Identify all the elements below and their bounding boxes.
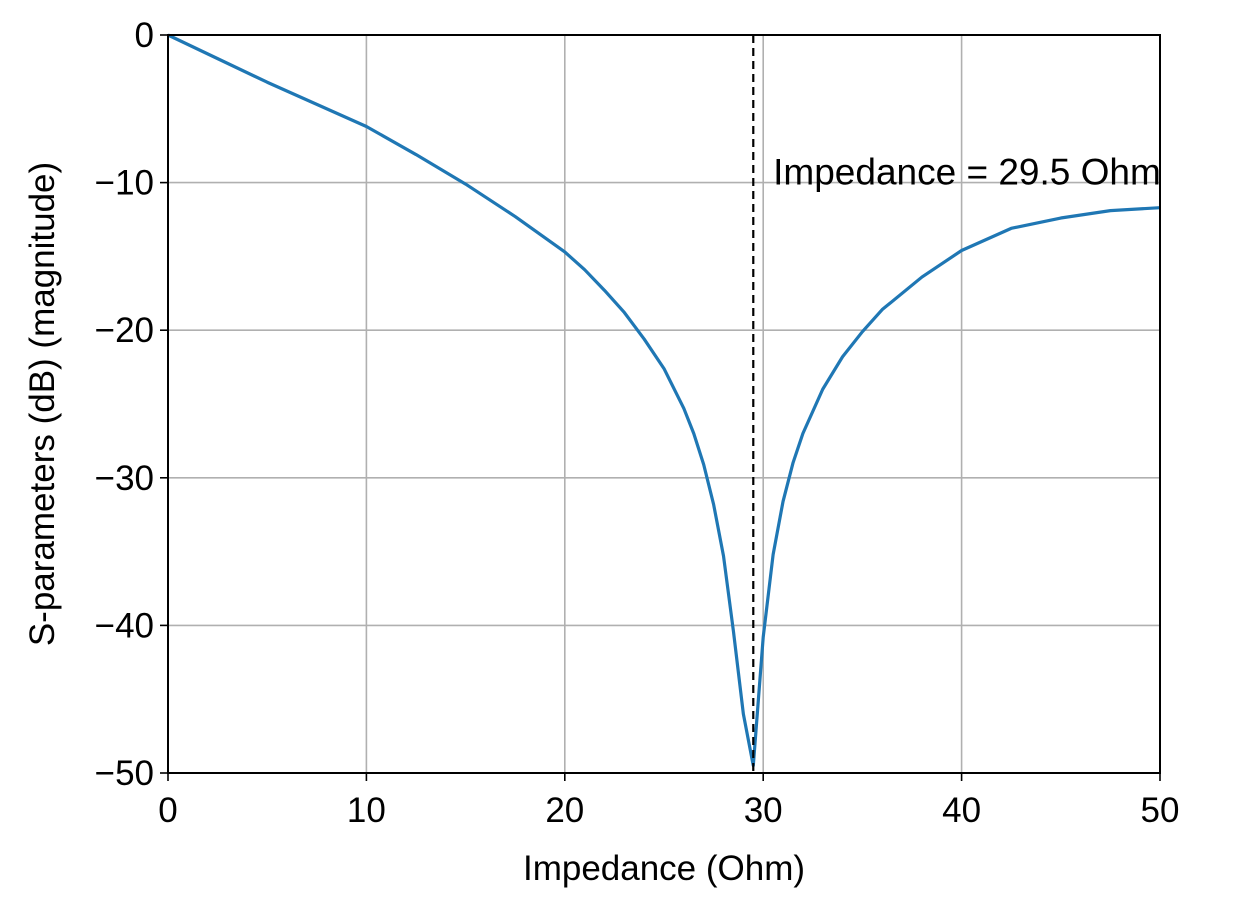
ticks — [160, 34, 1161, 781]
y-tick-label: −10 — [95, 164, 154, 203]
y-axis-title: S-parameters (dB) (magnitude) — [23, 162, 62, 646]
series-line-0 — [167, 33, 1161, 768]
x-tick-label: 50 — [1141, 791, 1180, 830]
x-tick-labels: 0 10 20 30 40 50 — [158, 791, 1179, 830]
x-tick-label: 20 — [545, 791, 584, 830]
y-tick-labels: 0 −10 −20 −30 −40 −50 — [95, 16, 154, 793]
series-layer — [167, 33, 1161, 768]
x-tick-label: 30 — [744, 791, 783, 830]
y-tick-label: −20 — [95, 311, 154, 350]
y-tick-label: −40 — [95, 606, 154, 645]
y-tick-label: 0 — [135, 16, 154, 55]
x-tick-label: 10 — [347, 791, 386, 830]
x-tick-label: 40 — [942, 791, 981, 830]
y-tick-label: −50 — [95, 754, 154, 793]
y-tick-label: −30 — [95, 459, 154, 498]
x-axis-title: Impedance (Ohm) — [523, 849, 805, 888]
x-tick-label: 0 — [158, 791, 177, 830]
impedance-annotation: Impedance = 29.5 Ohm — [773, 152, 1161, 193]
plot-frame — [167, 34, 1161, 774]
